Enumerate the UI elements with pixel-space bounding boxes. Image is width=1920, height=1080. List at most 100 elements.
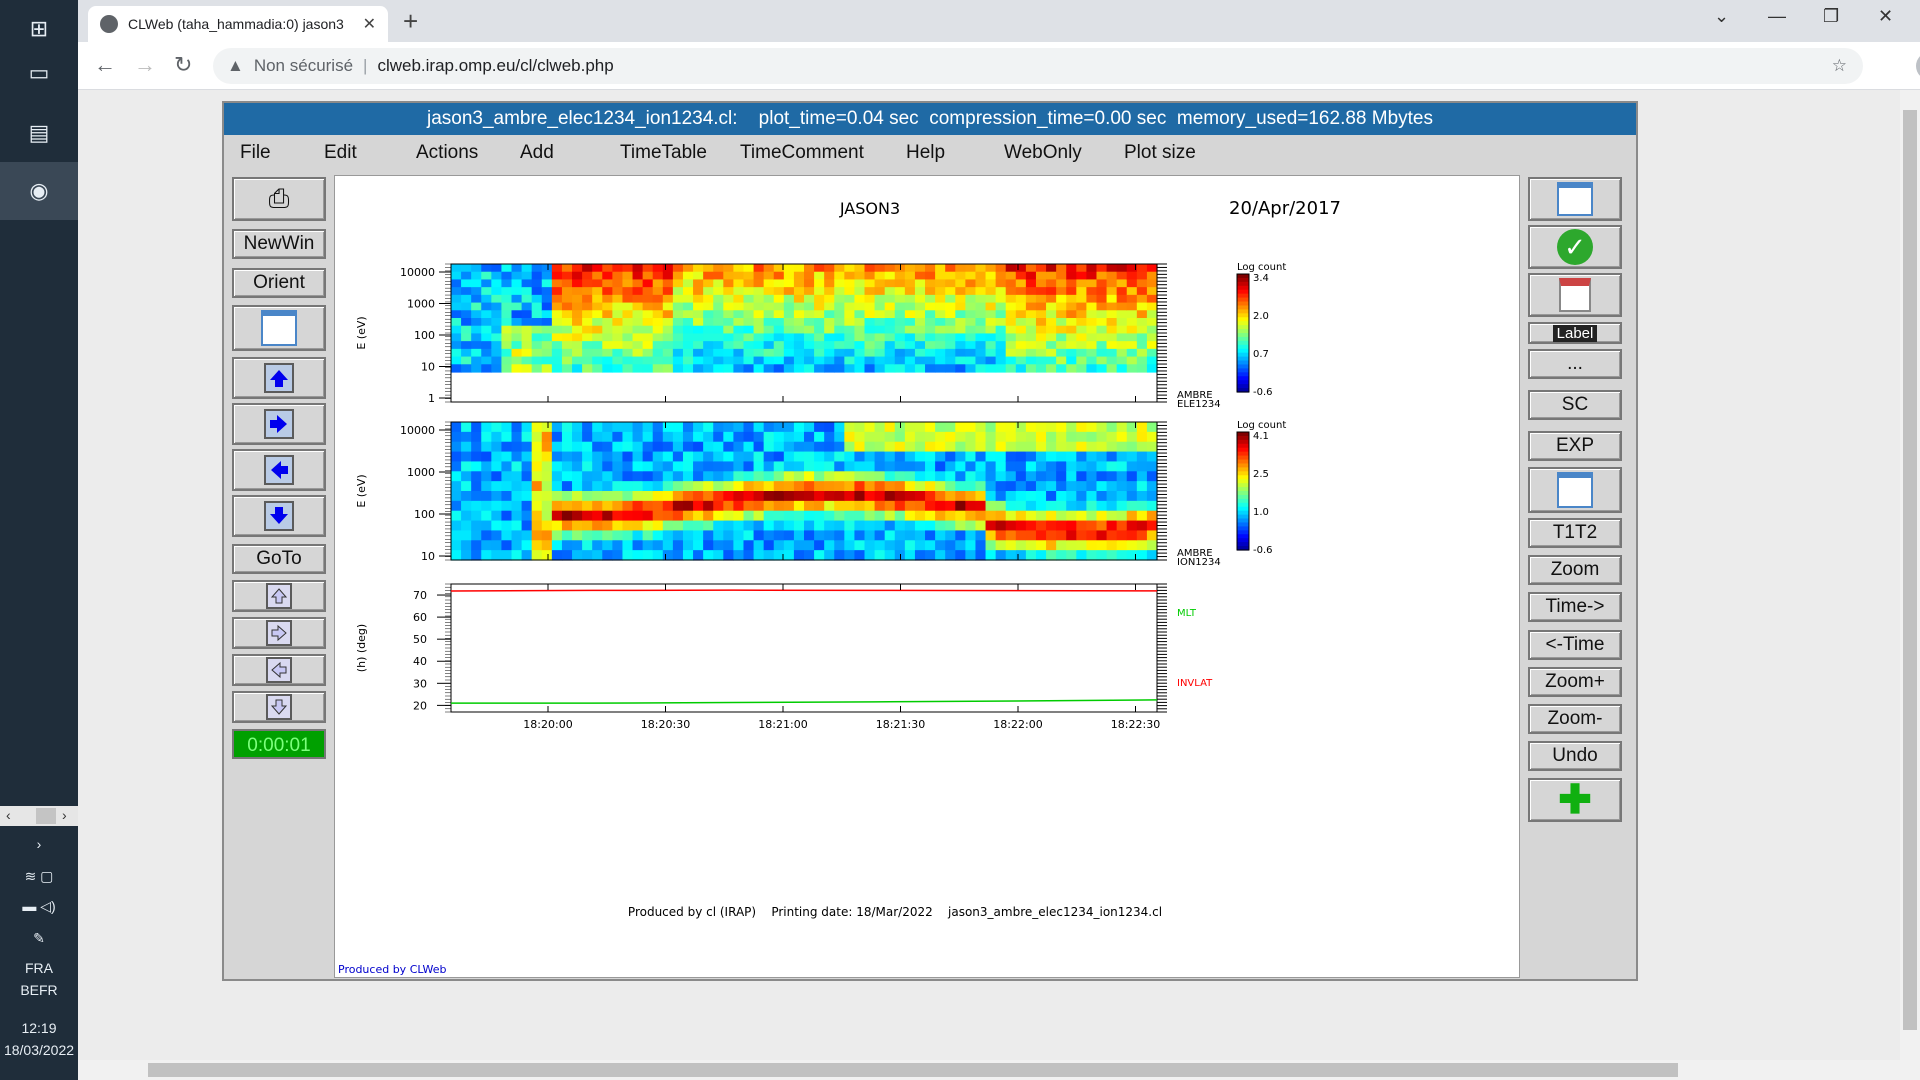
menu-file[interactable]: File xyxy=(240,142,271,163)
chevron-right-icon[interactable]: › xyxy=(36,836,42,852)
window-button[interactable] xyxy=(232,305,326,351)
heatmap-cell xyxy=(491,451,503,463)
orient-button[interactable]: Orient xyxy=(232,268,326,298)
time-back-button[interactable]: <-Time xyxy=(1528,630,1622,660)
heatmap-cell xyxy=(672,520,684,532)
t1t2-button[interactable]: T1T2 xyxy=(1528,518,1622,548)
back-icon[interactable]: ← xyxy=(94,52,116,77)
exp-button[interactable]: EXP xyxy=(1528,431,1622,461)
battery-volume-icon[interactable]: ▬ ◁) xyxy=(22,898,56,914)
menu-timecomment[interactable]: TimeComment xyxy=(740,142,864,163)
clock-date[interactable]: 18/03/2022 xyxy=(3,1042,75,1058)
heatmap-cell xyxy=(703,310,714,319)
heatmap-cell xyxy=(955,271,966,281)
taskbar-scrollbar[interactable]: ‹ › xyxy=(0,806,78,826)
heatmap-cell xyxy=(451,294,462,304)
heatmap-cell xyxy=(783,264,795,273)
shift-right-button[interactable] xyxy=(232,403,326,445)
menu-add[interactable]: Add xyxy=(520,142,554,163)
url-text[interactable]: clweb.irap.omp.eu/cl/clweb.php xyxy=(377,56,614,75)
plot-canvas[interactable]: JASON3 20/Apr/2017 10000 1000 100 10 1 E (eV)… xyxy=(334,175,1520,978)
heatmap-cell xyxy=(1005,333,1017,342)
goto-button[interactable]: GoTo xyxy=(232,544,326,574)
network-icon[interactable]: ≋ ▢ xyxy=(24,868,54,884)
horizontal-scroll-thumb[interactable] xyxy=(148,1063,1678,1077)
validate-button[interactable]: ✓ xyxy=(1528,225,1622,269)
file-explorer-icon[interactable]: ▤ xyxy=(28,120,50,145)
language-indicator[interactable]: FRA xyxy=(25,960,53,976)
windows-start-icon[interactable]: ⊞ xyxy=(29,16,49,41)
list-window-button[interactable] xyxy=(1528,177,1622,221)
time-forward-button[interactable]: Time-> xyxy=(1528,592,1622,622)
horizontal-scrollbar[interactable] xyxy=(78,1060,1920,1080)
colorbar-cell xyxy=(1237,487,1249,492)
pen-icon[interactable]: ✎ xyxy=(33,930,45,946)
shift-down-button[interactable] xyxy=(232,495,326,537)
menu-plot-size[interactable]: Plot size xyxy=(1124,142,1196,163)
menu-help[interactable]: Help xyxy=(906,142,946,163)
calendar-button[interactable] xyxy=(1528,273,1622,317)
scroll-right-icon[interactable]: › xyxy=(62,807,67,823)
heatmap-cell xyxy=(592,302,603,311)
label-button[interactable]: Label xyxy=(1528,322,1622,344)
heatmap-cell xyxy=(985,500,997,512)
warning-icon[interactable]: ▲ xyxy=(227,56,244,75)
add-panel-button[interactable]: ✚ xyxy=(1528,778,1622,822)
zoom-plus-button[interactable]: Zoom+ xyxy=(1528,667,1622,697)
profile-avatar[interactable] xyxy=(1916,52,1920,80)
heatmap-cell xyxy=(945,540,956,551)
shift-left-button[interactable] xyxy=(232,449,326,491)
menu-timetable[interactable]: TimeTable xyxy=(620,142,707,163)
heatmap-cell xyxy=(743,510,755,522)
heatmap-cell xyxy=(1035,422,1047,433)
vertical-scrollbar[interactable] xyxy=(1900,90,1920,1060)
task-view-icon[interactable]: ▭ xyxy=(28,60,50,85)
heatmap-cell xyxy=(672,348,684,358)
heatmap-cell xyxy=(1146,294,1158,304)
chrome-icon[interactable]: ◉ xyxy=(0,162,78,220)
security-label[interactable]: Non sécurisé xyxy=(253,56,354,75)
bookmark-star-icon[interactable]: ☆ xyxy=(1831,56,1847,75)
small-down-button[interactable] xyxy=(232,691,326,723)
sc-button[interactable]: SC xyxy=(1528,390,1622,420)
small-up-button[interactable] xyxy=(232,580,326,612)
menu-webonly[interactable]: WebOnly xyxy=(1004,142,1082,163)
menu-edit[interactable]: Edit xyxy=(324,142,357,163)
newwin-button[interactable]: NewWin xyxy=(232,229,326,259)
maximize-icon[interactable]: ❐ xyxy=(1823,6,1840,26)
heatmap-cell xyxy=(783,520,795,532)
heatmap-cell xyxy=(521,348,533,358)
close-window-icon[interactable]: ✕ xyxy=(1878,6,1894,26)
keyboard-layout[interactable]: BEFR xyxy=(20,982,58,998)
reload-icon[interactable]: ↻ xyxy=(174,52,193,77)
heatmap-cell xyxy=(814,294,825,304)
scroll-thumb[interactable] xyxy=(36,808,56,824)
close-tab-icon[interactable]: ✕ xyxy=(362,16,376,33)
new-tab-icon[interactable]: + xyxy=(403,6,419,36)
clock-time[interactable]: 12:19 xyxy=(21,1020,57,1036)
tab-search-icon[interactable]: ⌄ xyxy=(1714,6,1730,26)
undo-button[interactable]: Undo xyxy=(1528,741,1622,771)
more-button[interactable]: ... xyxy=(1528,349,1622,379)
minimize-icon[interactable]: — xyxy=(1768,6,1786,26)
print-button[interactable]: ⎙ xyxy=(232,177,326,221)
scroll-left-icon[interactable]: ‹ xyxy=(6,807,11,823)
zoom-minus-button[interactable]: Zoom- xyxy=(1528,704,1622,734)
small-left-button[interactable] xyxy=(232,654,326,686)
heatmap-cell xyxy=(793,333,805,342)
forward-icon[interactable]: → xyxy=(134,52,156,77)
heatmap-cell xyxy=(1126,302,1138,311)
window2-button[interactable] xyxy=(1528,467,1622,513)
heatmap-cell xyxy=(904,356,916,365)
zoom-button[interactable]: Zoom xyxy=(1528,555,1622,585)
heatmap-cell xyxy=(1076,451,1087,463)
heatmap-cell xyxy=(521,310,533,319)
heatmap-cell xyxy=(652,333,664,342)
shift-up-button[interactable] xyxy=(232,357,326,399)
address-bar[interactable]: ▲ Non sécurisé | clweb.irap.omp.eu/cl/cl… xyxy=(213,48,1863,84)
menu-actions[interactable]: Actions xyxy=(416,142,479,163)
vertical-scroll-thumb[interactable] xyxy=(1903,110,1917,1030)
small-right-button[interactable] xyxy=(232,617,326,649)
browser-tab[interactable]: CLWeb (taha_hammadia:0) jason3 ✕ xyxy=(88,6,388,42)
heatmap-cell xyxy=(602,510,613,522)
